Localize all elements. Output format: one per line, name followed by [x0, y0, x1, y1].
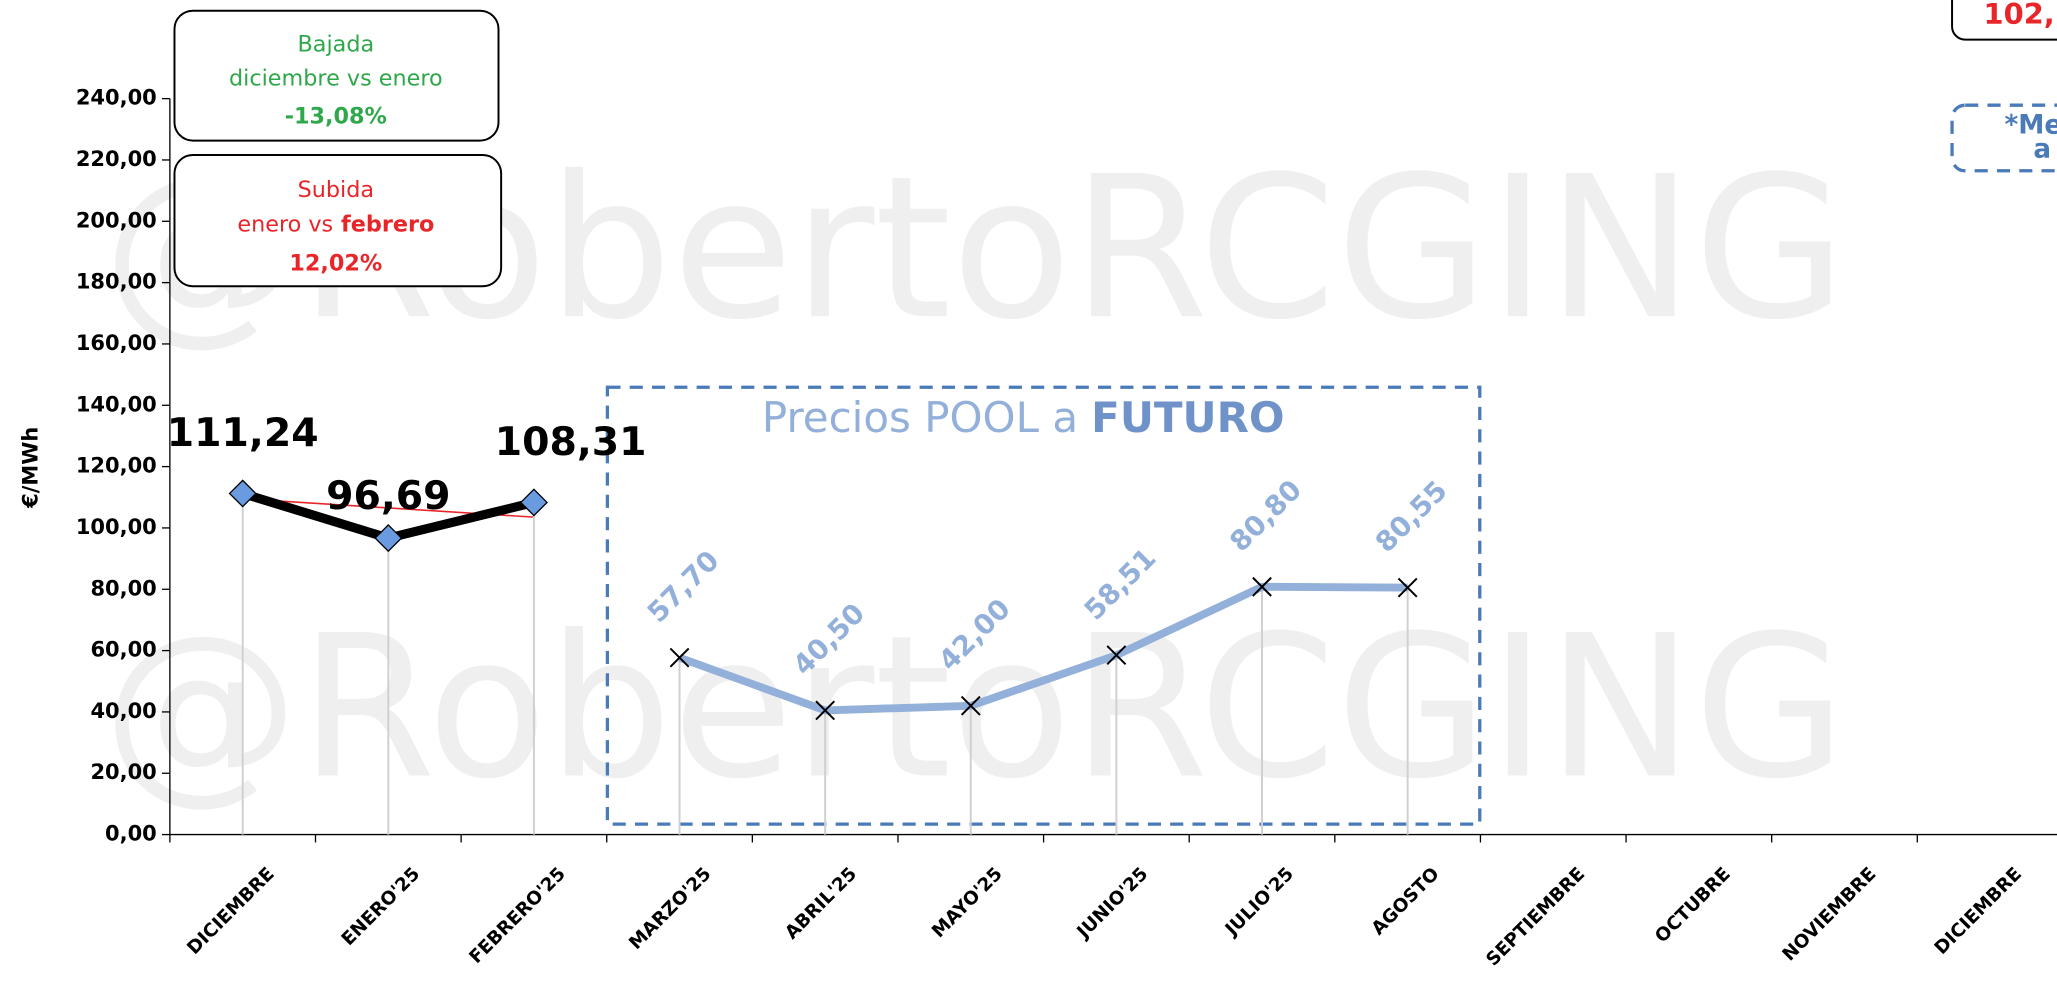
y-tick-label: 220,00 [76, 147, 157, 171]
data-label: 80,55 [1369, 475, 1453, 559]
marker [228, 479, 257, 508]
annotation: 102, [1984, 0, 2055, 31]
marker [1397, 577, 1418, 598]
y-tick-label: 240,00 [76, 86, 157, 110]
x-tick-label: DICIEMBRE [183, 864, 278, 959]
data-label: 111,24 [167, 410, 319, 456]
annotation-box [173, 9, 500, 142]
x-tick-label: MARZO'25 [625, 864, 715, 954]
x-tick-label: JULIO'25 [1220, 864, 1298, 942]
y-tick-label: 180,00 [76, 270, 157, 294]
x-tick-label: OCTUBRE [1651, 864, 1735, 948]
series-line [678, 582, 1408, 715]
y-tick-label: 20,00 [90, 760, 156, 784]
annotation: Precios POOL a FUTURO [762, 393, 1285, 442]
annotation: *Me [2005, 111, 2057, 141]
future-box [605, 385, 1482, 826]
data-label: 108,31 [495, 419, 647, 465]
marker [374, 524, 403, 553]
marker [815, 700, 836, 721]
x-tick-label: FEBRERO'25 [465, 864, 569, 968]
y-tick-label: 160,00 [76, 331, 157, 355]
annotation: 12,02% [289, 250, 382, 276]
marker [669, 647, 690, 668]
annotation: Bajada [298, 31, 375, 57]
data-label: 80,80 [1224, 474, 1308, 558]
annotation-part: enero vs [237, 211, 333, 237]
marker [1252, 576, 1272, 597]
annotation-box [173, 154, 503, 288]
annotation: diciembre vs enero [229, 65, 443, 91]
x-tick-label: NOVIEMBRE [1779, 864, 1881, 966]
marker [519, 488, 548, 517]
annotation: a [2033, 134, 2051, 164]
y-axis-label: €/MWh [18, 427, 42, 509]
marker [1106, 645, 1127, 666]
y-tick-label: 40,00 [90, 699, 156, 723]
y-tick-label: 140,00 [76, 392, 157, 416]
x-tick-label: DICIEMBRE [1931, 864, 2026, 959]
annotation-box [1951, 0, 2057, 41]
x-tick-label: ABRIL'25 [781, 864, 861, 944]
annotation: -13,08% [285, 103, 387, 129]
y-tick-label: 120,00 [76, 454, 157, 478]
y-tick-label: 100,00 [76, 515, 157, 539]
annotation-part: FUTURO [1091, 393, 1284, 442]
marker [960, 695, 981, 716]
x-tick-label: SEPTIEMBRE [1482, 864, 1589, 971]
annotation-part: Precios POOL a [762, 393, 1078, 442]
x-tick-label: AGOSTO [1368, 864, 1444, 940]
annotation: enero vs febrero [237, 211, 434, 237]
x-tick-label: ENERO'25 [338, 864, 425, 951]
x-tick-label: JUNIO'25 [1072, 864, 1152, 944]
annotation-box [1950, 103, 2057, 173]
y-tick-label: 0,00 [105, 822, 157, 846]
y-tick-label: 200,00 [76, 208, 157, 232]
data-label: 96,69 [326, 473, 450, 519]
annotation-part: febrero [341, 211, 434, 237]
annotation: Subida [298, 177, 374, 203]
y-tick-label: 80,00 [90, 576, 156, 600]
y-tick-label: 60,00 [90, 638, 156, 662]
x-tick-label: MAYO'25 [928, 864, 1007, 943]
